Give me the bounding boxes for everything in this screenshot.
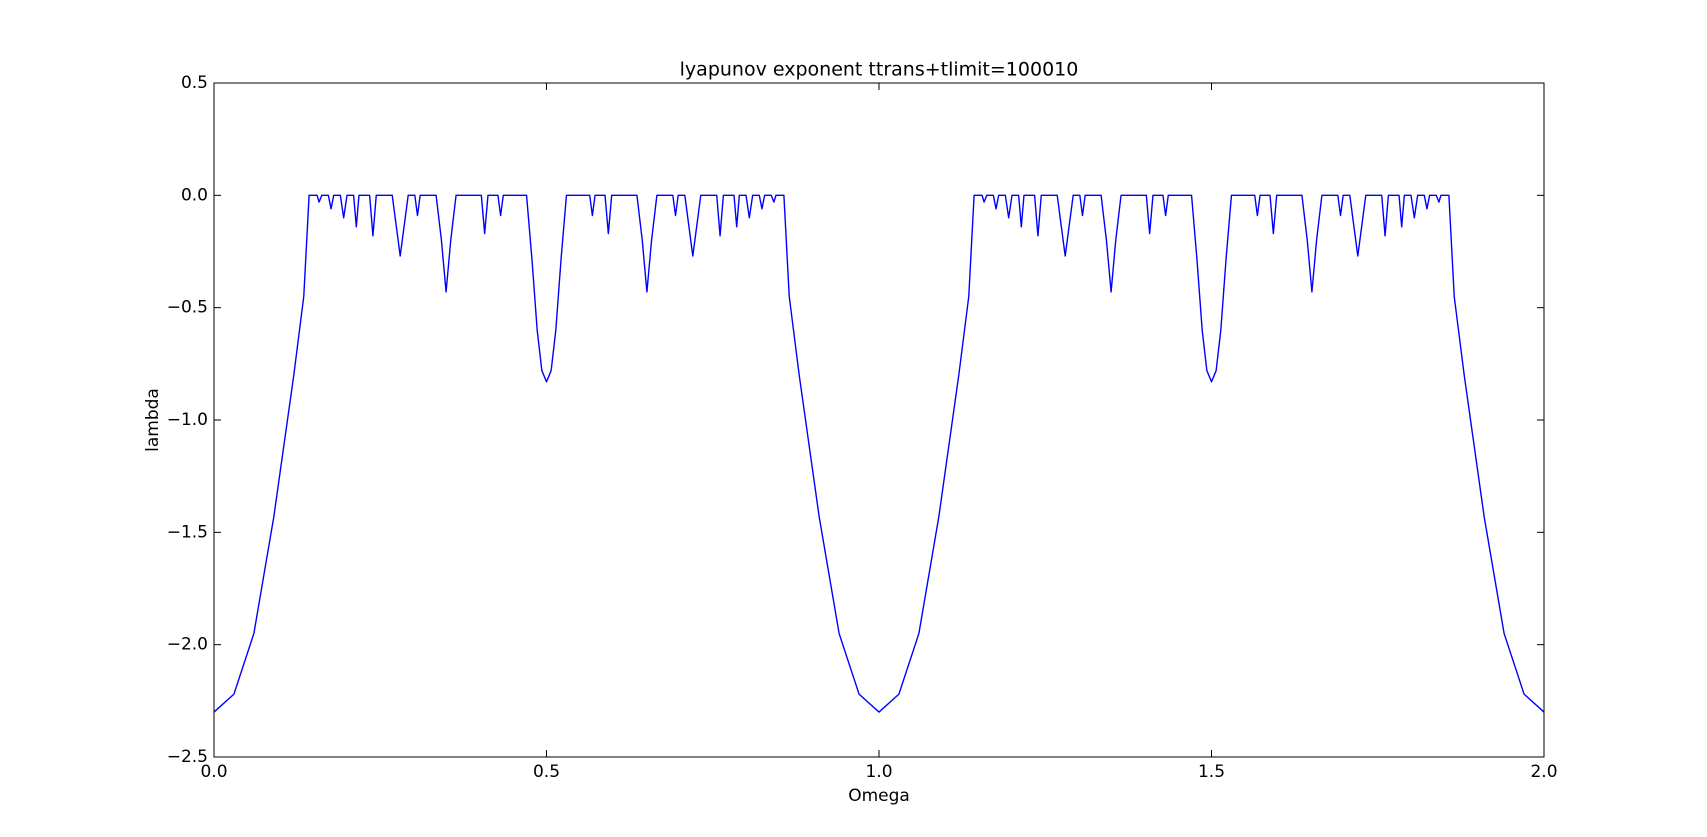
- x-tick-label: 2.0: [1530, 762, 1557, 782]
- x-tick-label: 1.5: [1198, 762, 1225, 782]
- x-axis-label: Omega: [848, 786, 910, 806]
- y-tick-label: −1.5: [167, 522, 208, 542]
- y-tick-label: 0.5: [181, 73, 208, 93]
- x-tick-label: 1.0: [865, 762, 892, 782]
- y-tick-label: −2.0: [167, 635, 208, 655]
- y-tick-label: 0.0: [181, 185, 208, 205]
- data-line: [213, 194, 1545, 713]
- y-tick-label: −0.5: [167, 298, 208, 318]
- x-tick-label: 0.5: [533, 762, 560, 782]
- y-axis-label: lambda: [143, 388, 163, 452]
- y-tick-label: −1.0: [167, 410, 208, 430]
- y-tick-label: −2.5: [167, 747, 208, 767]
- plot-frame: [213, 82, 1545, 758]
- chart-title: lyapunov exponent ttrans+tlimit=100010: [680, 59, 1079, 81]
- x-tick-label: 0.0: [200, 762, 227, 782]
